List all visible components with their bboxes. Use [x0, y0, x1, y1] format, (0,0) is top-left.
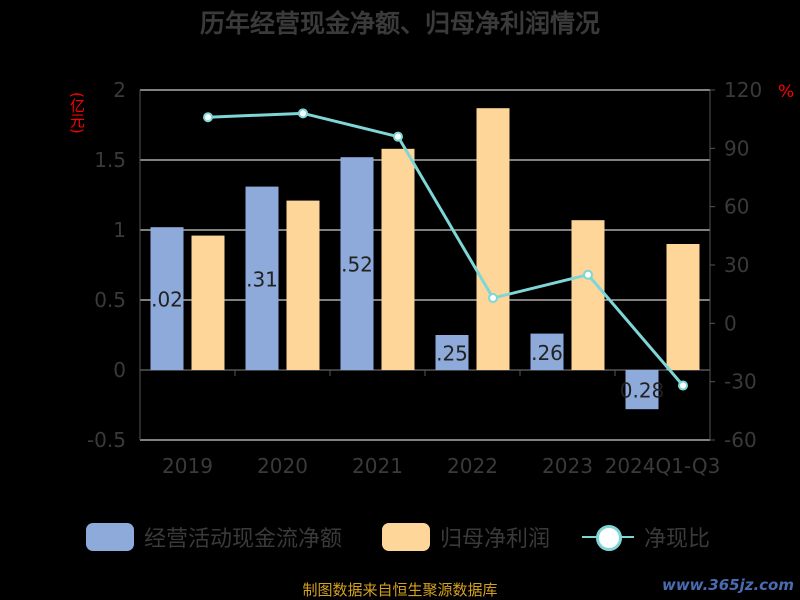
ratio-point [298, 108, 308, 119]
legend-label-cash-flow: 经营活动现金流净额 [144, 527, 343, 552]
bar-cash-flow [530, 333, 564, 370]
bar-profit [476, 108, 510, 370]
bar-cash-flow [245, 186, 279, 370]
y-left-tick-label: -0.5 [87, 428, 126, 452]
ratio-line [207, 111, 685, 387]
bar-profit [571, 220, 605, 370]
legend-swatch-cash-flow [86, 523, 134, 551]
chart-title: 历年经营现金净额、归母净利润情况 [199, 9, 600, 38]
legend-swatch-ratio [582, 523, 634, 551]
y-left-tick-label: 1.5 [94, 148, 126, 172]
bar-cash-flow-label: .31 [246, 267, 278, 291]
bar-profit [381, 148, 415, 370]
bar-cash-flow-label: .25 [436, 342, 468, 366]
x-tick-label: 2020 [257, 454, 308, 478]
y-right-tick-label: 60 [724, 195, 749, 219]
y-right-tick-label: -60 [724, 428, 757, 452]
ratio-point [678, 380, 688, 391]
ratio-point [488, 293, 498, 304]
y-right-tick-label: 120 [724, 78, 762, 102]
ratio-point [583, 269, 593, 280]
legend-item-cash-flow: 经营活动现金流净额 [86, 522, 342, 552]
bar-profit [191, 235, 225, 370]
ratio-point [203, 112, 213, 123]
x-tick-label: 2022 [447, 454, 498, 478]
bar-cash-flow [150, 227, 184, 370]
y-right-tick-label: 0 [724, 311, 737, 335]
y-left-tick-label: 1 [113, 218, 126, 242]
ratio-point [393, 131, 403, 142]
bar-cash-flow [625, 370, 659, 410]
legend-label-profit: 归母净利润 [440, 527, 551, 552]
x-tick-label: 2024Q1-Q3 [605, 454, 721, 478]
bar-cash-flow-label: 0.28 [620, 379, 665, 403]
legend-swatch-profit [382, 523, 430, 551]
legend-item-profit: 归母净利润 [382, 522, 550, 552]
bar-cash-flow-label: .52 [341, 253, 373, 277]
legend-label-ratio: 净现比 [644, 527, 711, 552]
x-tick-label: 2021 [352, 454, 403, 478]
legend-item-ratio: 净现比 [582, 522, 710, 552]
y-left-tick-label: 0.5 [94, 288, 126, 312]
y-left-tick-label: 2 [113, 78, 126, 102]
bar-profit [286, 200, 320, 370]
bar-profit [666, 244, 700, 370]
bar-cash-flow [435, 335, 469, 370]
x-tick-label: 2023 [542, 454, 593, 478]
y-right-tick-label: 30 [724, 253, 749, 277]
bar-cash-flow-label: .02 [151, 288, 183, 312]
watermark: www.365jz.com [661, 576, 794, 594]
x-tick-label: 2019 [162, 454, 213, 478]
y-left-tick-label: 0 [113, 358, 126, 382]
bar-cash-flow [340, 157, 374, 370]
bar-cash-flow-label: .26 [531, 341, 563, 365]
legend: 经营活动现金流净额 归母净利润 净现比 [0, 516, 800, 556]
right-axis-unit: % [778, 82, 795, 102]
y-right-tick-label: 90 [724, 136, 749, 160]
source-note: 制图数据来自恒生聚源数据库 [302, 581, 498, 599]
left-axis-unit: (亿元) [68, 92, 86, 134]
y-right-tick-label: -30 [724, 370, 757, 394]
